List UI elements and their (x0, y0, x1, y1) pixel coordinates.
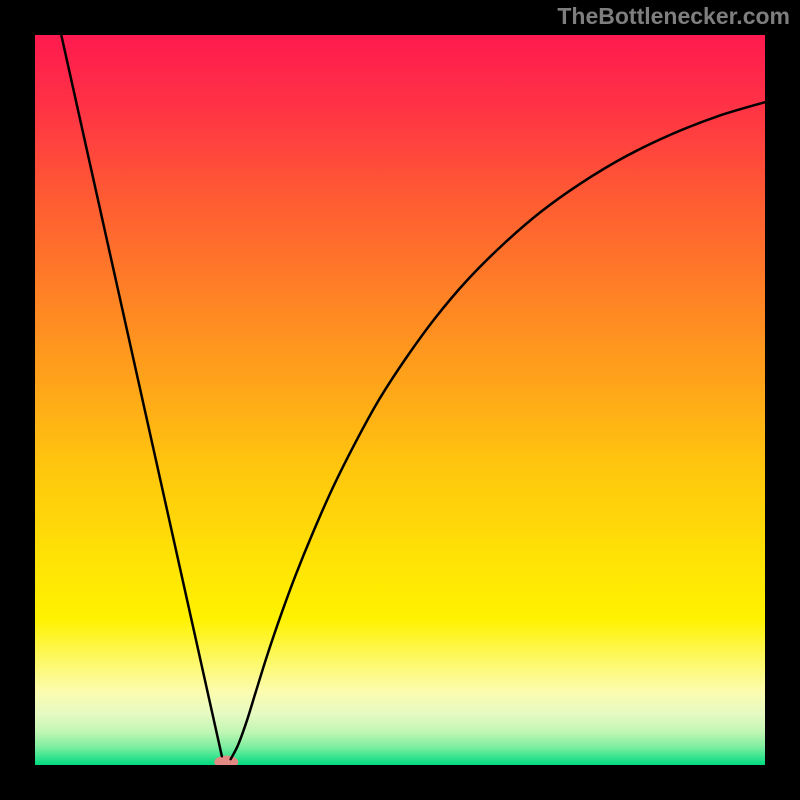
chart-container: TheBottlenecker.com (0, 0, 800, 800)
gradient-background (35, 35, 765, 765)
watermark-text: TheBottlenecker.com (557, 3, 790, 30)
plot-svg (35, 35, 765, 765)
plot-area (35, 35, 765, 765)
